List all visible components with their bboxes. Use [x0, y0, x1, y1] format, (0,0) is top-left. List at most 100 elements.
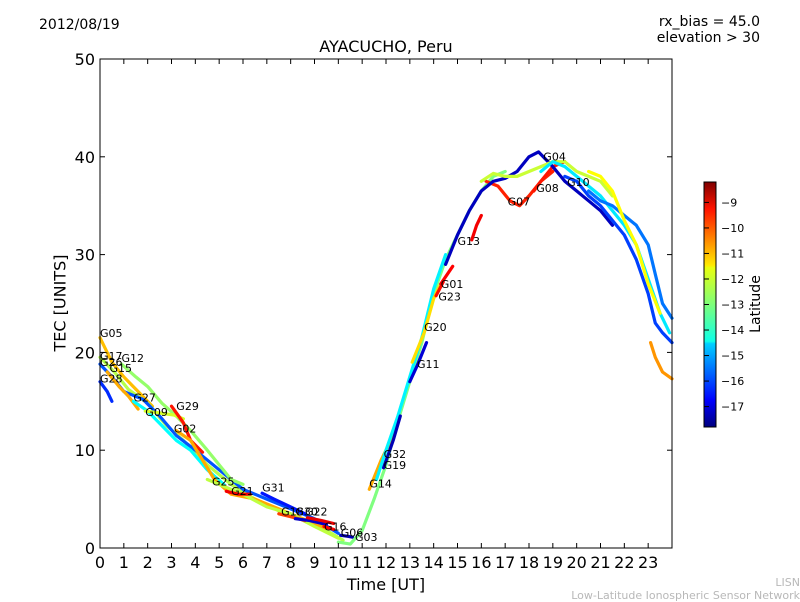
series-g04	[444, 150, 614, 266]
x-tick-label: 13	[400, 553, 420, 572]
x-tick-label: 23	[638, 553, 658, 572]
satellite-label: G01	[441, 278, 464, 291]
network-abbreviation: LISN	[775, 576, 800, 589]
x-tick-label: 1	[119, 553, 129, 572]
y-tick-label: 30	[75, 246, 95, 265]
colorbar: −9 −10 −11 −12 −13 −14 −15 −16 −17	[703, 181, 744, 428]
series-track-d	[649, 341, 674, 381]
series-layer	[98, 150, 674, 546]
parameter-annotation: rx_bias = 45.0 elevation > 30	[657, 14, 760, 46]
x-tick-label: 17	[495, 553, 515, 572]
satellite-label: G07	[508, 196, 531, 209]
satellite-label: G16	[324, 520, 347, 533]
x-tick-label: 5	[214, 553, 224, 572]
satellite-label: G05	[100, 327, 123, 340]
axis-ticks: 0 1 2 3 4 5 6 7 8 9 10 11 12 13 14 15 16 17 18 19 20 21 22 2301…	[75, 50, 672, 572]
satellite-label: G30	[295, 506, 318, 519]
satellite-label: G21	[231, 485, 254, 498]
satellite-label: G11	[417, 358, 440, 371]
x-axis-label: Time [UT]	[346, 575, 426, 594]
series-g31	[260, 491, 307, 516]
x-tick-label: 8	[286, 553, 296, 572]
satellite-label: G31	[262, 481, 285, 494]
series-g22	[305, 516, 336, 526]
satellite-label: G03	[355, 531, 378, 544]
series-g28	[98, 380, 114, 403]
colorbar-tick-label: −9	[721, 196, 737, 209]
y-tick-label: 0	[85, 539, 95, 558]
chart-title: AYACUCHO, Peru	[319, 37, 453, 56]
series-track-a	[479, 160, 614, 198]
satellite-label: G28	[100, 373, 123, 386]
plot-frame	[99, 58, 673, 549]
x-tick-label: 21	[590, 553, 610, 572]
series-g32	[374, 253, 448, 482]
series-g01	[439, 264, 455, 286]
x-tick-label: 20	[566, 553, 586, 572]
series-g21	[224, 489, 252, 496]
satellite-label: G17	[100, 350, 123, 363]
y-tick-label: 50	[75, 50, 95, 69]
colorbar-tick-label: −11	[721, 247, 744, 260]
x-tick-label: 22	[614, 553, 634, 572]
satellite-label: G04	[543, 151, 566, 164]
series-g25	[205, 477, 340, 540]
series-g10	[563, 174, 674, 345]
x-tick-label: 6	[238, 553, 248, 572]
satellite-label: G18	[281, 506, 304, 519]
colorbar-tick-label: −14	[721, 324, 744, 337]
satellite-label: G15	[110, 362, 133, 375]
elevation-label: elevation > 30	[656, 30, 760, 46]
satellite-label: G10	[567, 176, 590, 189]
satellite-label: G13	[458, 235, 481, 248]
x-tick-label: 0	[95, 553, 105, 572]
series-g19	[382, 414, 402, 470]
satellite-label: G32	[384, 448, 407, 461]
x-tick-label: 11	[352, 553, 372, 572]
y-tick-label: 40	[75, 148, 95, 167]
x-tick-label: 2	[143, 553, 153, 572]
x-tick-label: 7	[262, 553, 272, 572]
colorbar-tick-label: −17	[721, 401, 744, 414]
x-tick-label: 10	[328, 553, 348, 572]
x-tick-label: 16	[471, 553, 491, 572]
satellite-label: G26	[100, 356, 123, 369]
x-tick-label: 3	[166, 553, 176, 572]
colorbar-tick-label: −13	[721, 299, 744, 312]
series-track-e	[587, 169, 662, 315]
series-g13	[470, 213, 483, 242]
satellite-label: G19	[384, 459, 407, 472]
colorbar-tick-label: −10	[721, 222, 744, 235]
colorbar-tick-label: −15	[721, 350, 744, 363]
satellite-label: G08	[536, 182, 559, 195]
satellite-label: G29	[176, 400, 199, 413]
satellite-label: G25	[212, 475, 235, 488]
date-label: 2012/08/19	[39, 17, 120, 33]
series-g30	[293, 517, 328, 527]
y-tick-label: 20	[75, 343, 95, 362]
satellite-label: G12	[122, 352, 145, 365]
x-tick-label: 4	[190, 553, 200, 572]
series-track-c	[587, 189, 674, 320]
x-tick-label: 14	[423, 553, 443, 572]
satellite-label: G06	[341, 526, 364, 539]
series-g06	[339, 533, 355, 539]
colorbar-tick-label: −16	[721, 375, 744, 388]
satellite-label: G09	[145, 406, 168, 419]
rx-bias-label: rx_bias = 45.0	[658, 14, 760, 30]
x-tick-label: 15	[447, 553, 467, 572]
satellite-label: G22	[305, 506, 328, 519]
satellite-label: G27	[133, 391, 156, 404]
satellite-label: G20	[424, 321, 447, 334]
y-tick-label: 10	[75, 441, 95, 460]
colorbar-tick-label: −12	[721, 273, 744, 286]
series-g16	[322, 524, 336, 531]
x-tick-label: 12	[376, 553, 396, 572]
series-g11	[408, 341, 429, 384]
satellite-label: G14	[369, 477, 392, 490]
x-tick-label: 19	[543, 553, 563, 572]
satellite-label: G23	[438, 291, 461, 304]
satellite-label: G02	[174, 423, 197, 436]
